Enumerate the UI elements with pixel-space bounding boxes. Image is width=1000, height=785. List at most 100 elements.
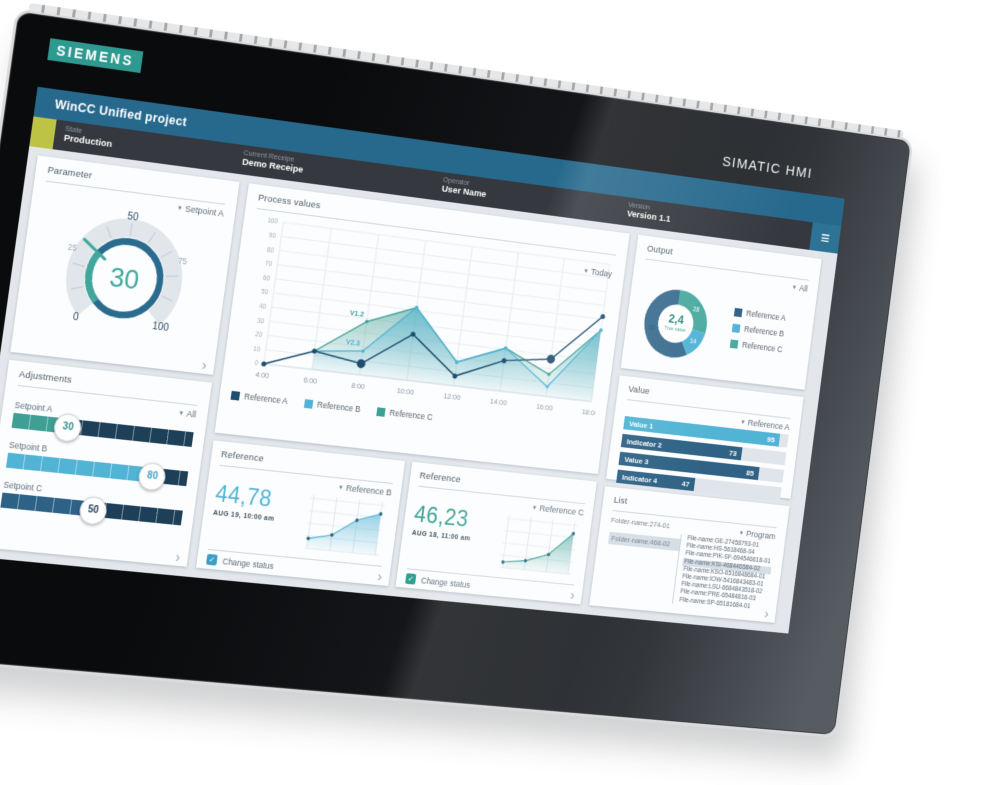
svg-text:30: 30: [257, 317, 265, 325]
header-group-version: Version Version 1.1: [626, 200, 672, 226]
reference-card-c: Reference ▾ Reference C 46,23 AUG 18, 11…: [395, 461, 597, 605]
reference-timestamp: AUG 18, 11:00 am: [411, 530, 471, 543]
chevron-right-icon[interactable]: ›: [174, 548, 182, 567]
svg-text:V1.2: V1.2: [349, 308, 364, 318]
process-values-card: Process values ▾ Today 0 10 20 30 40 50 60 70 80…: [214, 183, 630, 475]
svg-text:20: 20: [255, 332, 263, 340]
checkbox-label: Change status: [221, 555, 275, 571]
checkbox-label: Change status: [420, 575, 471, 590]
parameter-card: Parameter ▾ Setpoint A 0 25 50 75 100 30 ›: [10, 155, 240, 375]
output-card: Output ▾ All 28 14 58 2,4 True value Referen…: [620, 234, 822, 390]
svg-text:50: 50: [261, 289, 269, 297]
chevron-down-icon: ▾: [739, 530, 744, 537]
reference-value: 44,78: [214, 480, 274, 512]
svg-text:4:00: 4:00: [255, 370, 270, 380]
change-status-checkbox[interactable]: ✓: [205, 553, 218, 566]
svg-text:14: 14: [689, 338, 697, 345]
header-group-state: State Production: [63, 124, 114, 151]
chevron-down-icon: ▾: [532, 504, 537, 512]
svg-text:100: 100: [267, 218, 278, 226]
bar-label: Indicator 4: [621, 472, 658, 485]
adjustments-card: Adjustments ▾ All Setpoint A 30 Setpoint B…: [0, 359, 212, 567]
legend-swatch: [731, 323, 741, 333]
svg-text:14:00: 14:00: [490, 397, 508, 408]
folder-row[interactable]: Folder-name:468-02: [608, 531, 681, 552]
reference-mini-chart: [494, 511, 583, 580]
legend-swatch: [733, 307, 743, 317]
svg-text:75: 75: [178, 257, 188, 267]
svg-text:V2.3: V2.3: [345, 337, 360, 347]
header-group-receipe: Current Receipe Demo Receipe: [241, 148, 305, 177]
bar-value: 85: [745, 468, 755, 478]
change-status-checkbox[interactable]: ✓: [405, 573, 417, 585]
process-line-chart: 0 10 20 30 40 50 60 70 80 90 100 4:00 6:00 8:00 10:00 1…: [253, 218, 616, 418]
reference-value: 46,23: [412, 501, 471, 532]
reference-timestamp: AUG 19, 10:00 am: [212, 509, 275, 523]
svg-text:10: 10: [253, 346, 261, 354]
svg-text:90: 90: [268, 232, 276, 240]
file-list: File-name:GE-27458793-01 File-name:HS-561…: [671, 534, 775, 613]
chevron-right-icon[interactable]: ›: [376, 568, 384, 586]
hmi-device: SIEMENS SIMATIC HMI WinCC Unified projec…: [0, 2, 914, 738]
svg-text:16:00: 16:00: [536, 402, 554, 412]
chevron-down-icon: ▾: [741, 419, 745, 426]
state-color-indicator: [29, 116, 57, 150]
dashboard: Parameter ▾ Setpoint A 0 25 50 75 100 30 › Ad…: [0, 146, 838, 633]
svg-text:60: 60: [263, 275, 271, 283]
svg-text:12:00: 12:00: [443, 391, 461, 402]
bar-value: 47: [681, 478, 691, 489]
legend-swatch: [303, 398, 314, 409]
check-icon: ✓: [407, 574, 415, 584]
setpoint-gauge: 0 25 50 75 100 30: [26, 196, 222, 352]
svg-text:100: 100: [152, 321, 170, 334]
menu-icon: ≡: [819, 227, 831, 248]
siemens-logo: SIEMENS: [47, 38, 143, 73]
svg-text:2,4: 2,4: [668, 312, 685, 327]
svg-text:28: 28: [693, 306, 701, 313]
chevron-down-icon: ▾: [177, 204, 182, 213]
legend-swatch: [729, 338, 739, 349]
svg-text:40: 40: [259, 303, 267, 311]
bar-label: Value 1: [628, 418, 654, 431]
bar-value: 73: [728, 448, 738, 458]
svg-text:10:00: 10:00: [396, 386, 414, 397]
svg-text:25: 25: [67, 243, 78, 253]
reference-card-b: Reference ▾ Reference B 44,78 AUG 19, 10…: [196, 440, 406, 586]
header-group-operator: Operator User Name: [441, 175, 488, 201]
chevron-right-icon[interactable]: ›: [200, 356, 208, 375]
chevron-down-icon: ▾: [338, 484, 343, 492]
check-icon: ✓: [208, 555, 216, 565]
svg-text:0: 0: [254, 360, 259, 367]
simatic-hmi-label: SIMATIC HMI: [721, 153, 814, 182]
bar-value: 95: [766, 434, 776, 444]
setpoint-sliders: Setpoint A 30 Setpoint B 80 Setpoint C 50: [0, 400, 195, 526]
svg-text:50: 50: [127, 211, 140, 223]
chevron-right-icon[interactable]: ›: [569, 587, 576, 604]
list-card: List Folder-name:274-01 ▾ Program Folder…: [589, 486, 790, 623]
list-dropdown[interactable]: ▾ Program: [739, 528, 776, 542]
bar-label: Value 3: [623, 454, 649, 466]
svg-text:70: 70: [265, 261, 273, 269]
legend-swatch: [376, 406, 386, 417]
screen: WinCC Unified project State Production C…: [0, 86, 845, 634]
svg-text:0: 0: [72, 311, 79, 323]
reference-mini-chart: [298, 491, 391, 561]
menu-button[interactable]: ≡: [809, 222, 842, 254]
setpoint-slider: Setpoint B 80: [5, 440, 190, 492]
legend-swatch: [230, 390, 241, 401]
svg-text:58: 58: [648, 324, 656, 331]
chevron-down-icon: ▾: [792, 284, 797, 292]
chevron-down-icon: ▾: [179, 409, 184, 418]
svg-text:8:00: 8:00: [351, 381, 365, 391]
value-card: Value ▾ Reference A Value 1 95 Indicator 2…: [606, 375, 804, 501]
donut-legend: Reference A Reference B Reference C: [729, 307, 787, 361]
svg-text:30: 30: [108, 261, 141, 295]
folder-list: Folder-name:468-02: [601, 527, 681, 603]
chevron-down-icon: ▾: [583, 267, 588, 275]
svg-text:18:00: 18:00: [581, 407, 598, 417]
bar-label: Indicator 2: [626, 436, 663, 450]
svg-text:6:00: 6:00: [303, 375, 318, 385]
chevron-right-icon[interactable]: ›: [763, 605, 770, 623]
svg-text:True value: True value: [664, 326, 686, 334]
